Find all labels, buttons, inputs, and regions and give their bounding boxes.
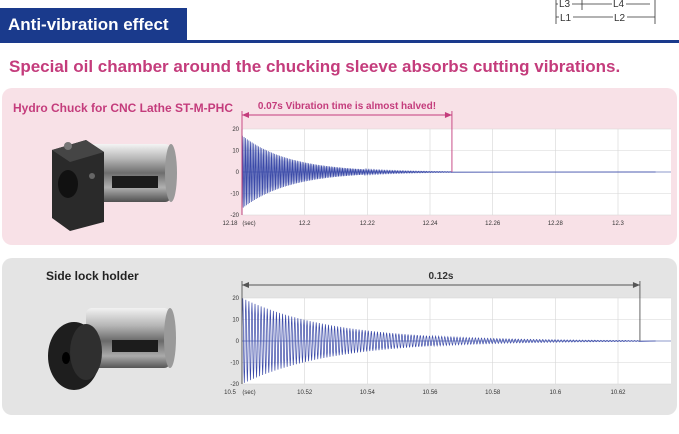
x-tick-label: 10.5 <box>224 390 236 396</box>
hydro-chuck-product-image <box>52 140 177 231</box>
x-tick-label: 12.2 <box>299 221 311 227</box>
x-unit-label: (sec) <box>242 221 255 227</box>
x-tick-label: 12.26 <box>485 221 501 227</box>
x-tick-label: 10.58 <box>485 390 501 396</box>
lead-text: Special oil chamber around the chucking … <box>9 57 621 76</box>
y-tick-label: 0 <box>236 339 240 345</box>
annotation-label: 0.07s Vibration time is almost halved! <box>258 101 436 112</box>
y-tick-label: 0 <box>236 170 240 176</box>
y-tick-label: 10 <box>232 149 239 155</box>
dim-label-l1: L1 <box>560 13 572 24</box>
x-tick-label: 10.54 <box>360 390 376 396</box>
x-tick-label: 10.52 <box>297 390 313 396</box>
vibration-series-line <box>241 298 656 383</box>
y-tick-label: 20 <box>232 127 239 133</box>
vibration-series-line <box>241 135 656 208</box>
dim-label-l4: L4 <box>613 0 625 10</box>
x-tick-label: 10.56 <box>422 390 438 396</box>
dimension-diagram: L3 L4 L1 L2 <box>552 0 679 26</box>
side-lock-vibration-chart: 20 10 0 -10 -20 10.5 10.52 10.54 10.56 10.58 10.6 1… <box>224 271 671 396</box>
y-tick-label: -10 <box>230 361 239 367</box>
hydro-chuck-panel: Hydro Chuck for CNC Lathe ST-M-PHC 20 10 0… <box>2 88 677 245</box>
x-tick-label: 10.6 <box>549 390 561 396</box>
annotation-arrow-left <box>242 282 249 288</box>
y-tick-label: -20 <box>230 382 239 388</box>
panel-title-side-lock: Side lock holder <box>46 269 139 283</box>
annotation-label: 0.12s <box>428 271 453 282</box>
x-tick-label: 12.3 <box>612 221 624 227</box>
hydro-chuck-vibration-chart: 20 10 0 -10 -20 12.18 12.2 12.22 12.24 12.26 12.28… <box>222 101 671 227</box>
section-title: Anti-vibration effect <box>8 15 169 34</box>
y-tick-label: -10 <box>230 192 239 198</box>
y-tick-label: -20 <box>230 213 239 219</box>
dim-label-l2: L2 <box>614 13 626 24</box>
x-tick-label: 12.18 <box>222 221 238 227</box>
side-lock-panel: Side lock holder 20 10 0 -10 -20 10.5 10.52 10.… <box>2 258 677 415</box>
side-lock-holder-product-image <box>48 308 176 390</box>
dim-label-l3: L3 <box>559 0 571 10</box>
x-tick-label: 12.22 <box>360 221 376 227</box>
x-tick-label: 12.28 <box>548 221 564 227</box>
x-tick-label: 10.62 <box>610 390 626 396</box>
header-divider <box>0 40 679 43</box>
section-header: Anti-vibration effect <box>0 8 187 42</box>
panel-title-hydro-chuck: Hydro Chuck for CNC Lathe ST-M-PHC <box>13 101 234 115</box>
y-tick-label: 10 <box>232 318 239 324</box>
x-tick-label: 12.24 <box>422 221 438 227</box>
annotation-arrow-right <box>632 282 640 288</box>
annotation-arrow-left <box>242 112 249 118</box>
x-unit-label: (sec) <box>242 390 255 396</box>
annotation-arrow-right <box>444 112 452 118</box>
y-tick-label: 20 <box>232 296 239 302</box>
